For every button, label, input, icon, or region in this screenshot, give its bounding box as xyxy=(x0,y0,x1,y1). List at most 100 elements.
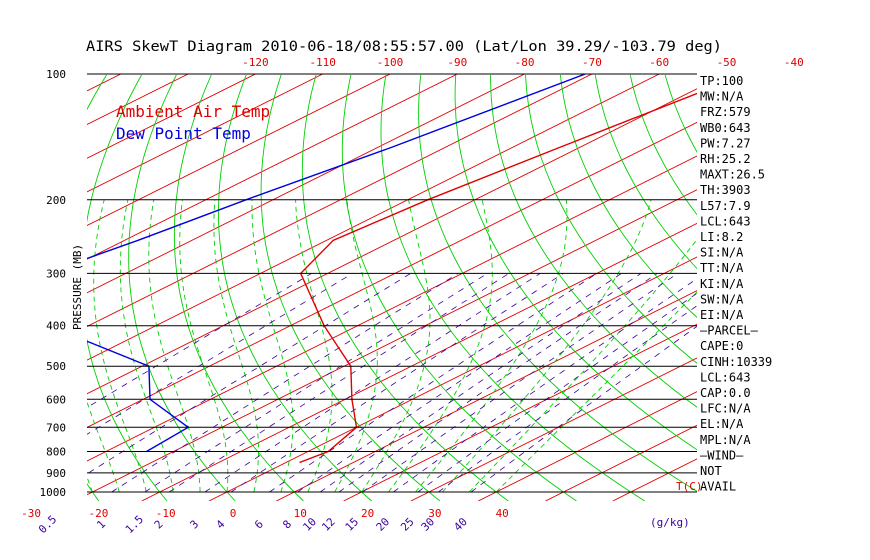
mixing-ratio-tick-label: 4 xyxy=(214,517,228,531)
isotherm-line xyxy=(87,121,697,428)
bottom-temp-tick-label: -20 xyxy=(88,507,108,520)
isotherm-line xyxy=(87,74,323,193)
dry-adiabat-line xyxy=(805,75,870,501)
mixing-ratio-line xyxy=(338,273,658,493)
isobar-lines: 100 200 300 400 500 600 700 800 900 1000 xyxy=(40,68,697,499)
bottom-temp-tick-label: 30 xyxy=(428,507,441,520)
isotherm-line xyxy=(477,391,697,501)
top-temp-tick-label: -120 xyxy=(242,56,269,69)
stability-index-item: TH:3903 xyxy=(700,183,751,197)
mixing-ratio-line xyxy=(111,273,459,493)
mixing-ratio-tick-label: 12 xyxy=(319,515,338,534)
dry-adiabat-line xyxy=(173,74,304,501)
moist-adiabat-line xyxy=(415,199,568,493)
isotherm-line xyxy=(87,155,697,462)
bottom-temp-tick-label: -30 xyxy=(21,507,41,520)
dry-adiabat-line xyxy=(664,74,697,153)
isotherm-line xyxy=(87,74,525,294)
mixing-ratio-line xyxy=(438,305,697,493)
mixing-ratio-line xyxy=(417,292,697,493)
mixing-ratio-line xyxy=(144,273,488,493)
mixing-ratio-unit-label: (g/kg) xyxy=(650,516,690,529)
isotherm-line xyxy=(343,323,697,501)
legend: Ambient Air Temp Dew Point Temp xyxy=(116,102,270,143)
stability-index-item: FRZ:579 xyxy=(700,105,751,119)
legend-entry-ambient-air-temp: Ambient Air Temp xyxy=(116,102,270,121)
isotherm-line xyxy=(87,74,256,159)
mixing-ratio-tick-label: 20 xyxy=(374,515,393,534)
mixing-ratio-line xyxy=(87,273,312,409)
dry-adiabat-line xyxy=(380,74,646,501)
pressure-tick-label: 300 xyxy=(46,267,66,280)
pressure-tick-label: 600 xyxy=(46,393,66,406)
stability-index-item: MAXT:26.5 xyxy=(700,168,765,182)
pressure-tick-label: 100 xyxy=(46,68,66,81)
bottom-temp-tick-label: 20 xyxy=(361,507,374,520)
dry-adiabat-line xyxy=(87,74,107,501)
moist-adiabat-line xyxy=(442,199,652,493)
moist-adiabat-line xyxy=(179,199,229,493)
mixing-ratio-tick-label: 3 xyxy=(187,518,201,532)
top-temp-tick-label: -50 xyxy=(717,56,737,69)
bottom-temp-tick-label: 40 xyxy=(496,507,509,520)
dry-adiabat-line xyxy=(0,75,72,501)
mixing-ratio-line xyxy=(319,273,642,493)
dry-adiabat-line xyxy=(454,74,697,451)
pressure-tick-label: 900 xyxy=(46,467,66,480)
isotherm-line xyxy=(87,74,593,327)
stability-index-item: MW:N/A xyxy=(700,90,744,104)
top-temp-tick-label: -70 xyxy=(582,56,602,69)
stability-index-item: EL:N/A xyxy=(700,417,744,431)
isotherm-line xyxy=(87,74,391,227)
stability-index-item: CINH:10339 xyxy=(700,355,772,369)
stability-index-item: KI:N/A xyxy=(700,277,744,291)
dry-adiabat-line xyxy=(0,75,37,501)
stability-index-item: CAP:0.0 xyxy=(700,386,751,400)
legend-entry-dew-point-temp: Dew Point Temp xyxy=(116,124,251,143)
mixing-ratio-line xyxy=(393,278,697,493)
chart-title: AIRS SkewT Diagram 2010-06-18/08:55:57.0… xyxy=(86,39,722,55)
bottom-temp-tick-label: 10 xyxy=(294,507,307,520)
stability-index-item: CAPE:0 xyxy=(700,339,743,353)
series-line-ambient-air-temp xyxy=(299,92,697,464)
pressure-tick-label: 500 xyxy=(46,360,66,373)
x-axis-label: T(C) xyxy=(676,480,703,493)
pressure-tick-label: 700 xyxy=(46,421,66,434)
isotherm-line xyxy=(87,74,660,361)
moist-adiabat-line xyxy=(93,199,147,493)
top-temp-tick-label: -100 xyxy=(377,56,404,69)
moist-adiabat-line xyxy=(468,238,697,493)
isotherm-line xyxy=(410,357,697,501)
isotherm-line xyxy=(276,290,697,501)
moist-adiabat-line xyxy=(87,400,120,493)
mixing-ratio-tick-label: 40 xyxy=(451,515,470,534)
mixing-ratio-tick-label: 1.5 xyxy=(123,513,146,536)
isotherm-line xyxy=(87,74,122,92)
stability-index-item: SI:N/A xyxy=(700,246,744,260)
isotherm-line xyxy=(87,88,697,395)
pressure-tick-label: 1000 xyxy=(40,486,67,499)
dry-adiabat-lines xyxy=(0,74,870,501)
top-temp-tick-label: -90 xyxy=(447,56,467,69)
isotherm-line xyxy=(87,74,458,260)
stability-index-item: LCL:643 xyxy=(700,370,751,384)
top-temp-tick-label: -80 xyxy=(515,56,535,69)
stability-index-item: —WIND— xyxy=(700,448,744,462)
dry-adiabat-line xyxy=(418,74,697,492)
moist-adiabat-line xyxy=(295,199,333,493)
dry-adiabat-line xyxy=(770,75,870,501)
dry-adiabat-line xyxy=(341,74,577,501)
dry-adiabat-line xyxy=(525,74,697,364)
mixing-ratio-lines xyxy=(87,273,697,493)
isotherm-line xyxy=(0,74,54,501)
mixing-ratio-tick-label: 6 xyxy=(252,518,266,532)
moist-adiabat-line xyxy=(251,199,294,493)
mixing-ratio-line xyxy=(297,273,622,493)
stability-index-item: LCL:643 xyxy=(700,214,751,228)
stability-index-item: SW:N/A xyxy=(700,292,744,306)
stability-index-item: TT:N/A xyxy=(700,261,744,275)
dry-adiabat-line xyxy=(594,74,697,270)
bottom-temp-tick-label: -10 xyxy=(156,507,176,520)
pressure-tick-label: 800 xyxy=(46,446,66,459)
